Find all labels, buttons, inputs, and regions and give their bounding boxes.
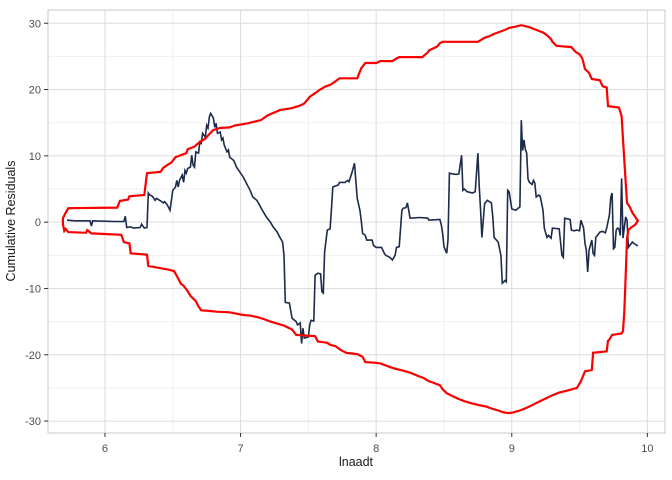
envelope-line <box>61 24 640 415</box>
panel-border <box>47 9 666 434</box>
y-tick-label: -30 <box>25 416 41 428</box>
y-tick-label: 20 <box>29 85 41 97</box>
axis-tick-marks <box>44 22 648 437</box>
grid-major <box>48 10 665 433</box>
x-tick-label: 8 <box>373 443 379 455</box>
grid-minor <box>48 10 665 433</box>
y-tick-label: -10 <box>25 283 41 295</box>
y-tick-label: 30 <box>29 18 41 30</box>
x-tick-label: 9 <box>509 443 515 455</box>
y-tick-label: -20 <box>25 350 41 362</box>
y-tick-labels: -30 -20 -10 0 10 20 30 <box>25 18 41 428</box>
y-tick-label: 10 <box>29 151 41 163</box>
x-axis-title: lnaadt <box>339 455 374 469</box>
panel-border-rect <box>47 9 666 434</box>
y-tick-label: 0 <box>35 217 41 229</box>
x-tick-label: 6 <box>102 443 108 455</box>
residuals-line <box>66 111 639 344</box>
x-tick-label: 7 <box>237 443 243 455</box>
y-axis-title: Cumulative Residuals <box>4 161 18 282</box>
x-tick-labels: 6 7 8 9 10 <box>102 443 654 455</box>
x-tick-label: 10 <box>641 443 653 455</box>
series-lines <box>61 24 640 415</box>
